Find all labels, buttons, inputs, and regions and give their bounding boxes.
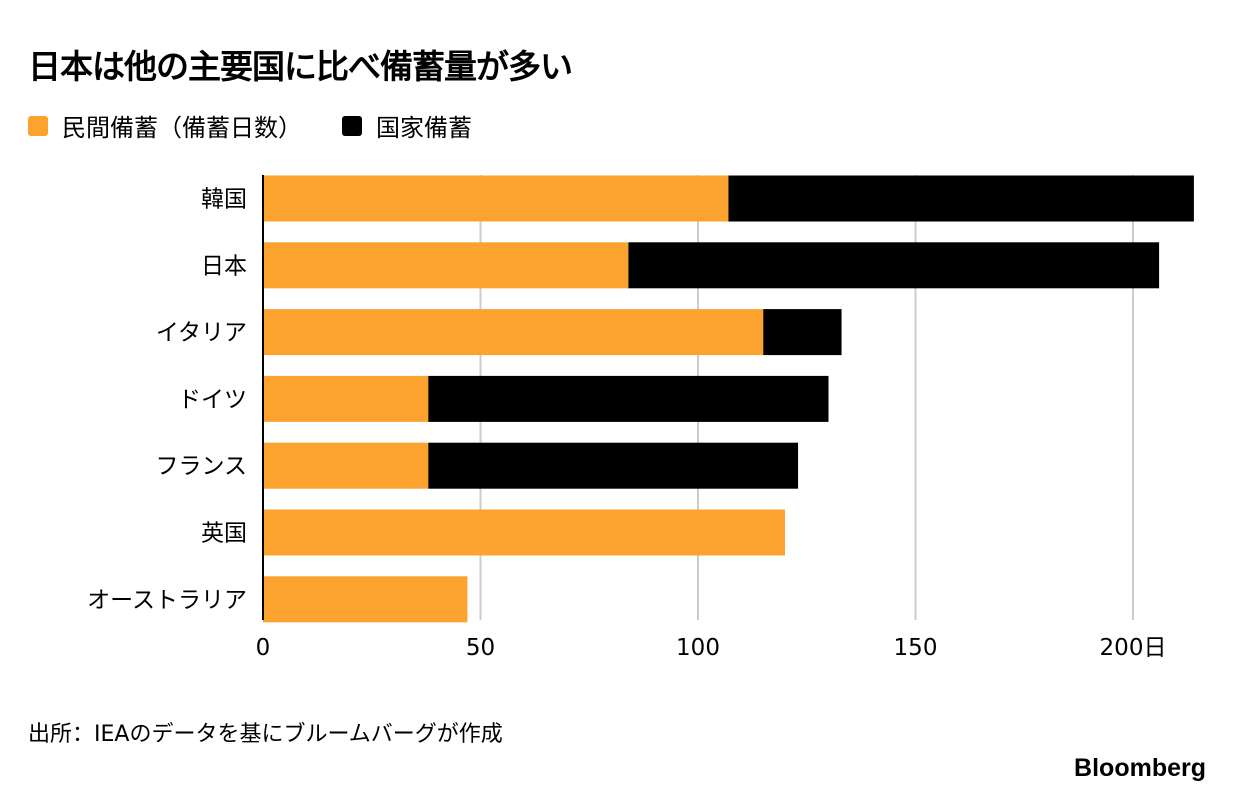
x-tick-label: 50 xyxy=(466,635,495,661)
bar-national xyxy=(628,242,1160,289)
bloomberg-logo: Bloomberg xyxy=(1074,754,1206,782)
bar-private xyxy=(263,242,629,289)
bar-private xyxy=(263,175,729,222)
category-label: フランス xyxy=(155,454,247,480)
category-label: イタリア xyxy=(156,320,247,346)
x-tick-label: 150 xyxy=(894,635,938,661)
category-label: 英国 xyxy=(201,521,247,547)
bar-private xyxy=(263,576,468,623)
legend: 民間備蓄（備蓄日数） 国家備蓄 xyxy=(28,108,512,143)
category-label: 韓国 xyxy=(201,187,247,213)
bar-national xyxy=(728,175,1194,222)
source-note: 出所：IEAのデータを基にブルームバーグが作成 xyxy=(28,722,503,747)
legend-label-private: 民間備蓄（備蓄日数） xyxy=(62,114,302,142)
x-tick-label: 200日 xyxy=(1100,635,1167,661)
bar-national xyxy=(428,442,799,489)
bar-private xyxy=(263,442,429,489)
bar-national xyxy=(428,375,829,422)
category-label: 日本 xyxy=(201,253,247,279)
legend-item-national: 国家備蓄 xyxy=(342,108,472,143)
chart-title: 日本は他の主要国に比べ備蓄量が多い xyxy=(28,47,573,86)
legend-swatch-private xyxy=(28,115,48,136)
legend-item-private: 民間備蓄（備蓄日数） xyxy=(28,108,302,143)
bar-private xyxy=(263,375,429,422)
x-tick-label: 100 xyxy=(676,635,720,661)
category-label: ドイツ xyxy=(178,387,247,413)
legend-swatch-national xyxy=(342,115,362,136)
category-label: オーストラリア xyxy=(87,587,247,613)
bar-private xyxy=(263,309,764,356)
bar-national xyxy=(763,309,842,356)
bar-private xyxy=(263,509,785,556)
legend-label-national: 国家備蓄 xyxy=(376,114,472,142)
x-tick-label: 0 xyxy=(256,635,271,661)
